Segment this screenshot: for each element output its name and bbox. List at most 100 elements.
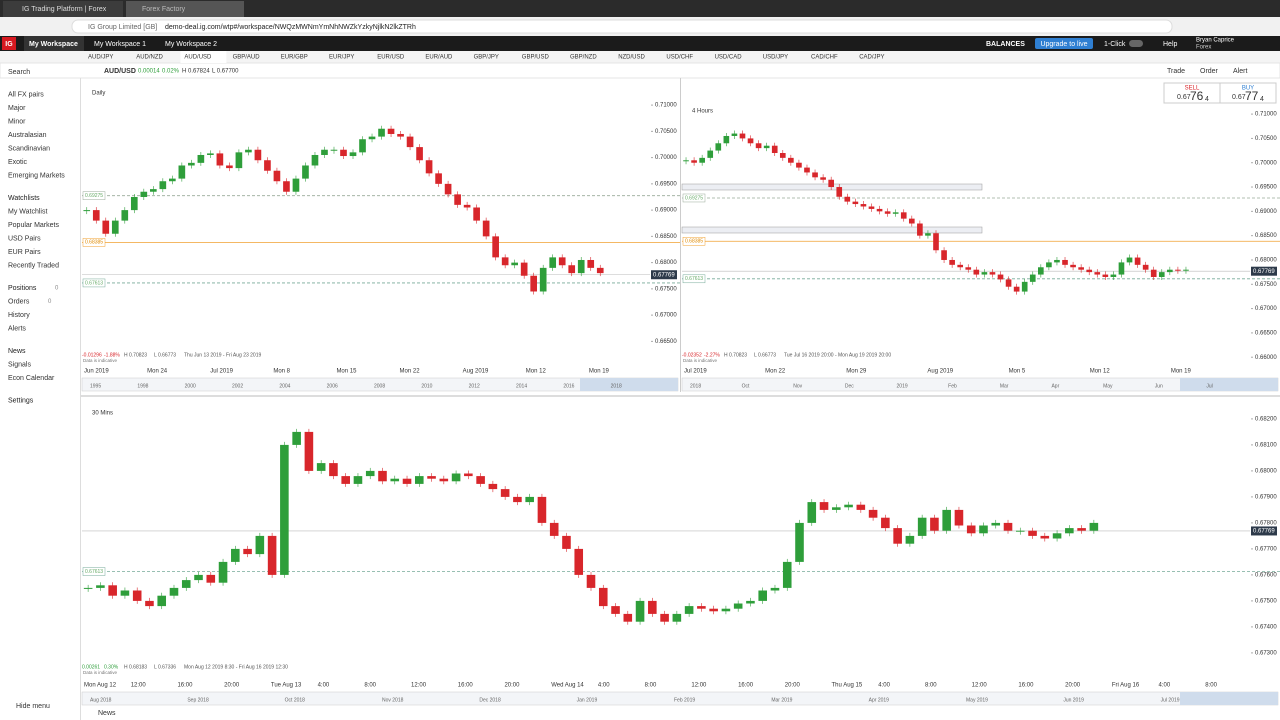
- sidebar-item[interactable]: Scandinavian: [8, 145, 50, 152]
- candle-body: [954, 509, 964, 526]
- candle-body: [120, 590, 130, 596]
- pair-tab[interactable]: GBP/AUD: [233, 55, 261, 61]
- action[interactable]: Order: [1200, 68, 1219, 75]
- tab[interactable]: [126, 1, 244, 17]
- candle-body: [1167, 269, 1173, 273]
- candle-body: [353, 476, 363, 484]
- pair-tab[interactable]: AUD/JPY: [88, 55, 113, 61]
- active-pair-tab[interactable]: [180, 51, 227, 63]
- candle-body: [1015, 530, 1025, 532]
- tab[interactable]: [3, 1, 123, 17]
- workspace[interactable]: My Workspace 1: [94, 41, 146, 48]
- sidebar-item[interactable]: Positions: [8, 285, 37, 292]
- sidebar-item[interactable]: Orders: [8, 298, 30, 305]
- pair-tab[interactable]: USD/JPY: [763, 55, 788, 61]
- y-tick-label: 0.71000: [1255, 112, 1277, 118]
- navigator-label: 2014: [516, 383, 527, 389]
- sidebar-item[interactable]: Minor: [8, 118, 26, 125]
- sidebar-item[interactable]: Settings: [8, 397, 34, 404]
- pair-tab[interactable]: USD/CHF: [666, 55, 693, 61]
- buy-button[interactable]: [1219, 82, 1277, 104]
- navigator-window[interactable]: [1180, 692, 1278, 705]
- pair-tab[interactable]: CAD/JPY: [859, 55, 884, 61]
- candle-body: [881, 517, 890, 529]
- action[interactable]: Alert: [1233, 68, 1247, 75]
- pair-tab[interactable]: CAD/CHF: [811, 55, 838, 61]
- y-tick-label: 0.67600: [1255, 572, 1277, 578]
- sidebar-item[interactable]: Alerts: [8, 325, 26, 332]
- pair-tab[interactable]: EUR/AUD: [425, 55, 453, 61]
- workspace[interactable]: My Workspace 2: [165, 41, 217, 48]
- toggle[interactable]: [1129, 40, 1143, 47]
- pair-tab[interactable]: AUD/USD: [184, 55, 212, 61]
- sidebar-item[interactable]: USD Pairs: [8, 235, 41, 242]
- candle-body: [169, 178, 176, 182]
- candle-body: [454, 194, 461, 205]
- sidebar-item[interactable]: Econ Calendar: [8, 375, 55, 382]
- chart-title: 4 Hours: [692, 109, 713, 115]
- range-info: -2.27%: [704, 352, 720, 358]
- sidebar-item[interactable]: Australasian: [8, 132, 47, 139]
- user-name[interactable]: Bryan Caprice: [1196, 38, 1235, 44]
- workspace[interactable]: My Workspace: [29, 41, 78, 48]
- sidebar-item[interactable]: Signals: [8, 361, 31, 368]
- candle-body: [941, 250, 947, 260]
- sidebar-item[interactable]: Watchlists: [8, 195, 40, 202]
- panel-divider: [680, 78, 681, 392]
- navigator-window[interactable]: [580, 378, 678, 391]
- sidebar-item[interactable]: History: [8, 312, 30, 319]
- pair-tab[interactable]: EUR/JPY: [329, 55, 354, 61]
- action[interactable]: Trade: [1167, 68, 1185, 75]
- sell-small: 4: [1205, 96, 1209, 103]
- pair-tab[interactable]: USD/CAD: [715, 55, 743, 61]
- news-footer[interactable]: News: [98, 710, 116, 717]
- pair-tab[interactable]: GBP/NZD: [570, 55, 597, 61]
- candle-body: [1029, 274, 1036, 282]
- navigator-label: Jan 2019: [577, 697, 598, 703]
- active-workspace[interactable]: [24, 36, 84, 51]
- sidebar-item[interactable]: My Watchlist: [8, 208, 47, 215]
- candle-body: [746, 600, 755, 604]
- candle-body: [473, 207, 480, 221]
- balances[interactable]: BALANCES: [986, 41, 1025, 48]
- pair-tab[interactable]: GBP/USD: [522, 55, 550, 61]
- candle-body: [530, 275, 538, 292]
- candle-body: [500, 489, 510, 497]
- candle-body: [341, 476, 350, 484]
- hide-menu[interactable]: Hide menu: [16, 703, 50, 710]
- pair-tab[interactable]: AUD/NZD: [136, 55, 163, 61]
- one-click[interactable]: 1-Click: [1104, 41, 1126, 48]
- candle-body: [979, 525, 988, 534]
- upgrade-button[interactable]: [1035, 38, 1093, 49]
- pair-tab[interactable]: EUR/GBP: [281, 55, 308, 61]
- pair-tab[interactable]: GBP/JPY: [474, 55, 499, 61]
- sidebar-item[interactable]: Major: [8, 105, 26, 112]
- candle-body: [283, 181, 290, 192]
- sidebar-item[interactable]: Search: [8, 69, 30, 76]
- candle-body: [1110, 274, 1117, 277]
- range-info: H 0.70823: [724, 352, 747, 358]
- navigator-window[interactable]: [1180, 378, 1278, 391]
- navigator-label: Nov 2018: [382, 697, 404, 703]
- sidebar-item[interactable]: Emerging Markets: [8, 172, 65, 179]
- sidebar-border: [80, 78, 81, 720]
- y-tick-label: 0.69000: [655, 208, 677, 214]
- sidebar-item[interactable]: News: [8, 348, 26, 355]
- candle-body: [273, 170, 281, 182]
- y-tick-label: 0.69500: [1255, 185, 1277, 191]
- sidebar-item[interactable]: Popular Markets: [8, 222, 59, 229]
- sidebar-item[interactable]: Exotic: [8, 159, 28, 166]
- sidebar-item[interactable]: Recently Traded: [8, 262, 59, 269]
- price-label: 0.67769: [653, 272, 675, 278]
- pair-tab[interactable]: EUR/USD: [377, 55, 405, 61]
- url-field[interactable]: [71, 19, 1173, 34]
- sidebar-item[interactable]: EUR Pairs: [8, 249, 41, 256]
- candle-body: [731, 133, 738, 136]
- candle-body: [596, 267, 604, 274]
- candle-body: [330, 149, 338, 151]
- candle-body: [218, 561, 228, 583]
- pair-tab[interactable]: NZD/USD: [618, 55, 645, 61]
- sidebar-item[interactable]: All FX pairs: [8, 91, 44, 98]
- help[interactable]: Help: [1163, 41, 1178, 48]
